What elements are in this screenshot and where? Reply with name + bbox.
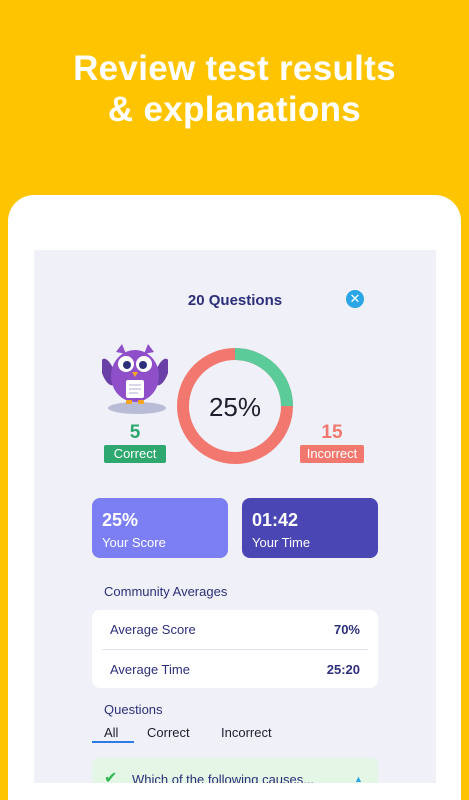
question-text: Which of the following causes... bbox=[132, 772, 315, 783]
average-time-value: 25:20 bbox=[326, 661, 360, 677]
active-tab-underline bbox=[92, 741, 134, 743]
incorrect-count: 15 bbox=[321, 422, 343, 443]
score-card: 25% Your Score bbox=[92, 498, 228, 558]
score-donut-chart: 25% bbox=[177, 348, 293, 464]
incorrect-badge: Incorrect bbox=[300, 445, 364, 463]
average-score-value: 70% bbox=[333, 621, 360, 637]
correct-badge: Correct bbox=[104, 445, 166, 463]
results-title: 20 Questions bbox=[187, 292, 283, 309]
average-time-label: Average Time bbox=[110, 661, 190, 677]
close-icon[interactable]: ✕ bbox=[346, 290, 364, 308]
tab-all[interactable]: All bbox=[104, 725, 119, 740]
average-score-row: Average Score 70% bbox=[110, 610, 360, 648]
community-averages-box: Average Score 70% Average Time 25:20 bbox=[92, 610, 378, 688]
average-time-row: Average Time 25:20 bbox=[110, 650, 360, 688]
donut-percent-label: 25% bbox=[209, 392, 261, 422]
question-list-item[interactable]: ✔ Which of the following causes... ▲ bbox=[92, 758, 378, 783]
average-divider bbox=[102, 649, 368, 650]
score-value: 25% bbox=[102, 510, 139, 530]
time-card: 01:42 Your Time bbox=[242, 498, 378, 558]
results-screen: 20 Questions ✕ 25% 5 Correct 15 Incorrec… bbox=[34, 250, 436, 783]
donut-correct-arc bbox=[177, 348, 293, 464]
headline: Review test results & explanations bbox=[0, 48, 469, 130]
correct-count: 5 bbox=[129, 422, 141, 443]
check-icon: ✔ bbox=[104, 770, 118, 783]
mascot-shadow bbox=[108, 402, 166, 414]
score-label: Your Score bbox=[102, 535, 166, 550]
owl-mascot-icon bbox=[102, 344, 168, 404]
caret-up-icon[interactable]: ▲ bbox=[354, 774, 363, 783]
questions-title: Questions bbox=[104, 702, 163, 717]
headline-line-1: Review test results bbox=[73, 49, 396, 88]
community-averages-title: Community Averages bbox=[104, 584, 228, 599]
tab-incorrect[interactable]: Incorrect bbox=[221, 725, 272, 740]
time-label: Your Time bbox=[252, 535, 311, 550]
time-value: 01:42 bbox=[252, 510, 299, 530]
headline-line-2: & explanations bbox=[107, 90, 362, 129]
average-score-label: Average Score bbox=[110, 621, 196, 637]
tab-correct[interactable]: Correct bbox=[147, 725, 190, 740]
